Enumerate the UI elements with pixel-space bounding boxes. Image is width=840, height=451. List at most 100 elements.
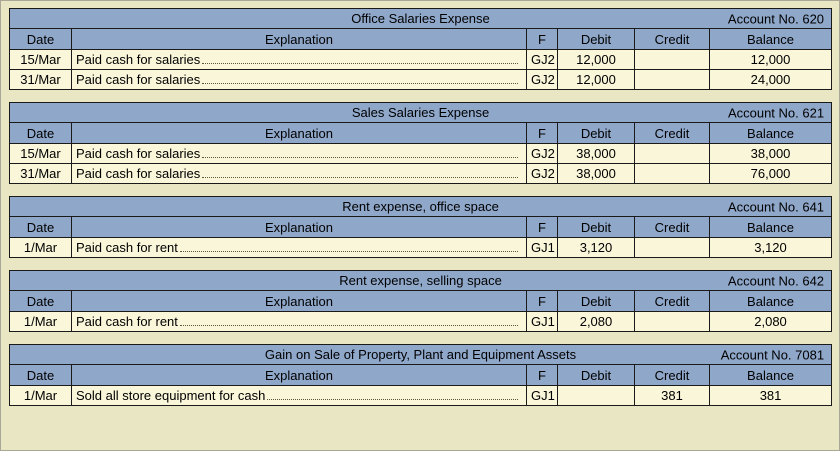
col-header-debit: Debit — [557, 364, 635, 386]
explanation-text: Sold all store equipment for cash — [76, 388, 266, 403]
column-header-row: Date Explanation F Debit Credit Balance — [9, 122, 833, 144]
col-header-credit: Credit — [634, 122, 710, 144]
column-header-row: Date Explanation F Debit Credit Balance — [9, 216, 833, 238]
account-number: Account No. 641 — [727, 199, 825, 214]
table-row: 1/Mar Paid cash for rent GJ1 3,120 3,120 — [9, 237, 833, 258]
explanation-text: Paid cash for salaries — [76, 52, 201, 67]
cell-debit: 12,000 — [557, 69, 635, 90]
col-header-f: F — [526, 216, 558, 238]
col-header-explanation: Explanation — [71, 122, 527, 144]
explanation-text: Paid cash for salaries — [76, 146, 201, 161]
cell-f: GJ2 — [526, 143, 558, 164]
column-header-row: Date Explanation F Debit Credit Balance — [9, 28, 833, 50]
cell-f: GJ2 — [526, 49, 558, 70]
cell-credit — [634, 237, 710, 258]
table-title-row: Office Salaries Expense Account No. 620 — [8, 8, 833, 29]
col-header-explanation: Explanation — [71, 364, 527, 386]
cell-date: 1/Mar — [9, 385, 72, 406]
column-header-row: Date Explanation F Debit Credit Balance — [9, 290, 833, 312]
col-header-date: Date — [9, 290, 72, 312]
col-header-explanation: Explanation — [71, 28, 527, 50]
explanation-text: Paid cash for rent — [76, 240, 178, 255]
cell-explanation: Paid cash for rent — [71, 237, 527, 258]
explanation-text: Paid cash for rent — [76, 314, 178, 329]
cell-explanation: Paid cash for salaries — [71, 49, 527, 70]
table-title: Gain on Sale of Property, Plant and Equi… — [264, 347, 577, 362]
cell-credit — [634, 163, 710, 184]
cell-balance: 38,000 — [708, 143, 833, 164]
cell-debit — [557, 385, 635, 406]
cell-date: 1/Mar — [9, 237, 72, 258]
explanation-text: Paid cash for salaries — [76, 166, 201, 181]
cell-balance: 3,120 — [708, 237, 833, 258]
col-header-f: F — [526, 28, 558, 50]
col-header-explanation: Explanation — [71, 216, 527, 238]
col-header-f: F — [526, 364, 558, 386]
col-header-balance: Balance — [708, 364, 833, 386]
dotted-fill-line — [202, 83, 518, 84]
cell-credit — [634, 69, 710, 90]
ledger-table-sales-salaries-expense: Sales Salaries Expense Account No. 621 D… — [8, 102, 833, 184]
col-header-balance: Balance — [708, 216, 833, 238]
cell-balance: 2,080 — [708, 311, 833, 332]
account-number: Account No. 620 — [727, 11, 825, 26]
cell-balance: 381 — [708, 385, 833, 406]
table-title-row: Rent expense, selling space Account No. … — [8, 270, 833, 291]
table-title: Rent expense, office space — [342, 199, 499, 214]
cell-date: 31/Mar — [9, 163, 72, 184]
account-number: Account No. 642 — [727, 273, 825, 288]
table-row: 31/Mar Paid cash for salaries GJ2 38,000… — [9, 163, 833, 184]
dotted-fill-line — [267, 399, 518, 400]
cell-balance: 12,000 — [708, 49, 833, 70]
dotted-fill-line — [179, 251, 518, 252]
cell-date: 15/Mar — [9, 49, 72, 70]
table-title: Rent expense, selling space — [339, 273, 502, 288]
table-title-row: Sales Salaries Expense Account No. 621 — [8, 102, 833, 123]
table-row: 1/Mar Sold all store equipment for cash … — [9, 385, 833, 406]
col-header-credit: Credit — [634, 290, 710, 312]
col-header-credit: Credit — [634, 28, 710, 50]
col-header-date: Date — [9, 28, 72, 50]
cell-date: 1/Mar — [9, 311, 72, 332]
column-header-row: Date Explanation F Debit Credit Balance — [9, 364, 833, 386]
dotted-fill-line — [202, 177, 518, 178]
cell-balance: 24,000 — [708, 69, 833, 90]
cell-explanation: Sold all store equipment for cash — [71, 385, 527, 406]
table-row: 1/Mar Paid cash for rent GJ1 2,080 2,080 — [9, 311, 833, 332]
col-header-debit: Debit — [557, 290, 635, 312]
cell-f: GJ1 — [526, 385, 558, 406]
explanation-text: Paid cash for salaries — [76, 72, 201, 87]
table-title-row: Gain on Sale of Property, Plant and Equi… — [8, 344, 833, 365]
table-title: Sales Salaries Expense — [351, 105, 490, 120]
col-header-debit: Debit — [557, 28, 635, 50]
col-header-date: Date — [9, 216, 72, 238]
col-header-credit: Credit — [634, 364, 710, 386]
cell-f: GJ2 — [526, 69, 558, 90]
cell-debit: 38,000 — [557, 163, 635, 184]
cell-explanation: Paid cash for rent — [71, 311, 527, 332]
dotted-fill-line — [202, 157, 518, 158]
table-title: Office Salaries Expense — [351, 11, 490, 26]
col-header-balance: Balance — [708, 122, 833, 144]
cell-date: 31/Mar — [9, 69, 72, 90]
col-header-balance: Balance — [708, 290, 833, 312]
table-row: 15/Mar Paid cash for salaries GJ2 12,000… — [9, 49, 833, 70]
cell-f: GJ1 — [526, 237, 558, 258]
table-title-row: Rent expense, office space Account No. 6… — [8, 196, 833, 217]
cell-balance: 76,000 — [708, 163, 833, 184]
dotted-fill-line — [179, 325, 518, 326]
ledger-table-rent-expense-office-space: Rent expense, office space Account No. 6… — [8, 196, 833, 258]
col-header-f: F — [526, 290, 558, 312]
cell-f: GJ1 — [526, 311, 558, 332]
cell-debit: 2,080 — [557, 311, 635, 332]
dotted-fill-line — [202, 63, 518, 64]
cell-date: 15/Mar — [9, 143, 72, 164]
ledger-table-office-salaries-expense: Office Salaries Expense Account No. 620 … — [8, 8, 833, 90]
cell-explanation: Paid cash for salaries — [71, 143, 527, 164]
col-header-date: Date — [9, 364, 72, 386]
col-header-date: Date — [9, 122, 72, 144]
ledger-table-rent-expense-selling-space: Rent expense, selling space Account No. … — [8, 270, 833, 332]
account-number: Account No. 621 — [727, 105, 825, 120]
cell-explanation: Paid cash for salaries — [71, 163, 527, 184]
